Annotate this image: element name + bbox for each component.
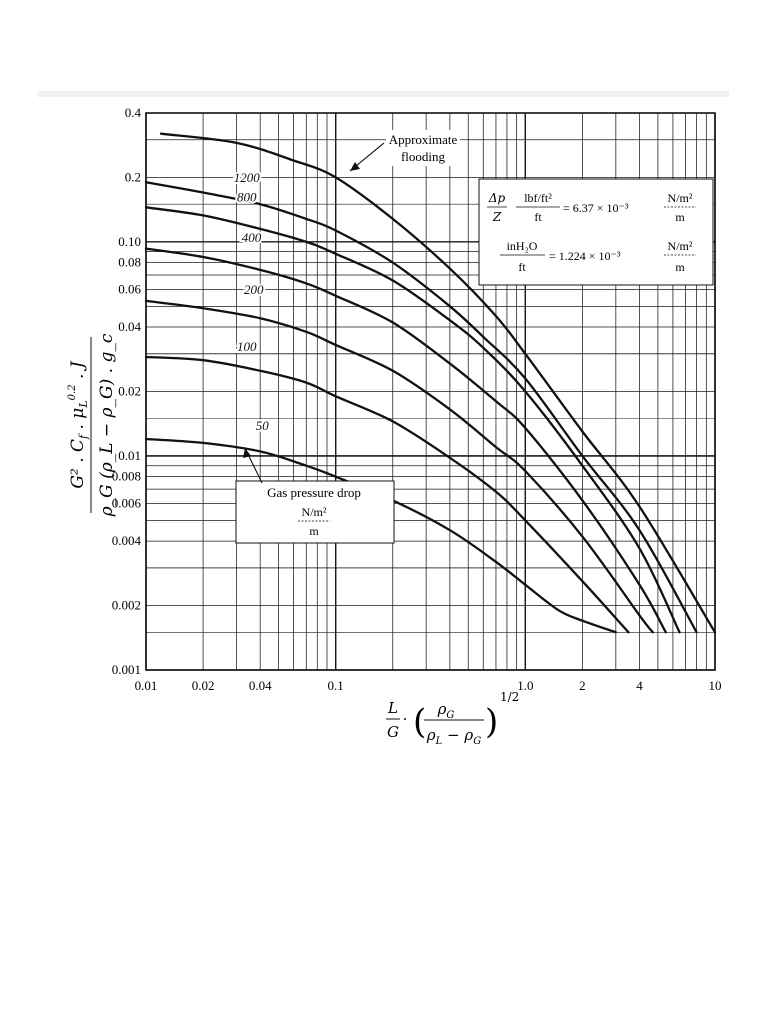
x-label-inner-num: ρG <box>437 700 455 721</box>
x-label-inner-den: ρL − ρG <box>426 726 481 747</box>
curve-400 <box>144 247 667 634</box>
conv2-rhs-den: m <box>675 260 685 274</box>
x-tick-label: 10 <box>709 678 722 693</box>
x-label-exponent: 1/2 <box>500 690 519 704</box>
x-label-close-paren: ) <box>485 702 498 742</box>
curve-1200 <box>144 181 698 634</box>
flooding-label-bg <box>386 130 460 166</box>
curve-label-halo: 200 <box>244 282 264 297</box>
curve-label: 100 <box>237 339 257 354</box>
x-tick-label: 0.04 <box>249 678 272 693</box>
curves-group <box>144 132 717 634</box>
x-tick-label: 0.1 <box>328 678 344 693</box>
gas-pressure-drop-box: Gas pressure drop N/m² m <box>235 447 395 544</box>
conv2-equation: = 1.224 × 10⁻³ <box>549 249 621 263</box>
y-tick-label: 0.2 <box>125 169 141 184</box>
flooding-arrow-head <box>350 162 360 171</box>
conv2-unit-den: ft <box>518 260 526 274</box>
curve-label: 50 <box>256 418 270 433</box>
unit-conversion-box: Δp Z lbf/ft² ft = 6.37 × 10⁻³ N/m² m inH… <box>478 178 714 286</box>
y-label-denominator: ρ_G (ρ_L − ρ_G) . g_c <box>97 333 117 517</box>
gas-box-title: Gas pressure drop <box>267 485 361 500</box>
top-band <box>37 91 729 97</box>
flooding-label-line2: flooding <box>401 149 446 164</box>
curve-approximate-flooding <box>159 132 717 634</box>
curve-800 <box>144 206 681 634</box>
y-tick-label: 0.001 <box>112 662 141 677</box>
grid-lines <box>145 112 716 671</box>
curve-label: 1200 <box>234 170 261 185</box>
x-tick-label: 1.0 <box>517 678 533 693</box>
curve-label-halo: 100 <box>237 339 257 354</box>
x-axis-label: L G · ( ρG ρL − ρG ) 1/2 <box>386 690 519 747</box>
y-tick-label: 0.006 <box>112 495 142 510</box>
flooding-annotation: Approximate flooding <box>349 130 460 172</box>
gas-box-unit-den: m <box>309 524 319 538</box>
conv1-rhs-den: m <box>675 210 685 224</box>
y-tick-label: 0.02 <box>118 384 141 399</box>
x-tick-label: 2 <box>579 678 586 693</box>
y-tick-label: 0.06 <box>118 281 141 296</box>
x-label-open-paren: ( <box>413 702 426 742</box>
y-tick-label: 0.002 <box>112 598 141 613</box>
conv1-lhs-den: Z <box>492 210 502 224</box>
y-tick-label: 0.10 <box>118 234 141 249</box>
conv1-unit-den: ft <box>534 210 542 224</box>
x-tick-label: 4 <box>636 678 643 693</box>
conv1-lhs-num: Δp <box>488 191 506 205</box>
curve-label-halo: 800 <box>237 190 257 205</box>
y-tick-label: 0.008 <box>112 469 141 484</box>
y-tick-label: 0.08 <box>118 255 141 270</box>
conv2-unit-num: inH₂O <box>507 239 538 253</box>
y-tick-label: 0.04 <box>118 319 141 334</box>
curve-label-halo: 1200 <box>234 170 261 185</box>
curve-50 <box>144 437 617 634</box>
x-tick-label: 0.02 <box>192 678 215 693</box>
x-tick-labels: 0.01 0.02 0.04 0.1 1.0 2 4 10 <box>135 678 722 693</box>
y-tick-label: 0.4 <box>125 105 142 120</box>
flooding-label-line1: Approximate <box>389 132 458 147</box>
curve-label: 800 <box>237 190 257 205</box>
y-axis-label: G² . Cf . μL0.2 . J ρ_G (ρ_L − ρ_G) . g_… <box>67 333 117 517</box>
conv1-rhs-num: N/m² <box>668 191 693 205</box>
y-tick-label: 0.01 <box>118 448 141 463</box>
curve-label-halo: 400 <box>242 230 262 245</box>
gas-box-unit-num: N/m² <box>302 505 327 519</box>
curve-100 <box>144 355 630 634</box>
gas-box-bg <box>235 480 395 544</box>
x-label-G: G <box>387 723 399 741</box>
conv2-rhs-num: N/m² <box>668 239 693 253</box>
x-label-dot: · <box>403 710 408 728</box>
curve-label-halo: 50 <box>256 418 270 433</box>
curve-200 <box>144 299 654 634</box>
conv1-equation: = 6.37 × 10⁻³ <box>563 201 629 215</box>
y-tick-labels: 0.4 0.2 0.10 0.08 0.06 0.04 0.02 0.01 0.008 0.006… <box>112 105 142 677</box>
gas-box-arrow-head <box>243 448 251 458</box>
y-tick-label: 0.004 <box>112 533 142 548</box>
x-label-L: L <box>387 699 398 717</box>
conversion-box-bg <box>478 178 714 286</box>
curve-label: 200 <box>244 282 264 297</box>
y-label-numerator: G² . Cf . μL0.2 . J <box>67 360 90 488</box>
plot-frame <box>145 112 716 671</box>
x-tick-label: 0.01 <box>135 678 158 693</box>
conv1-unit-num: lbf/ft² <box>524 191 552 205</box>
curve-label: 400 <box>242 230 262 245</box>
